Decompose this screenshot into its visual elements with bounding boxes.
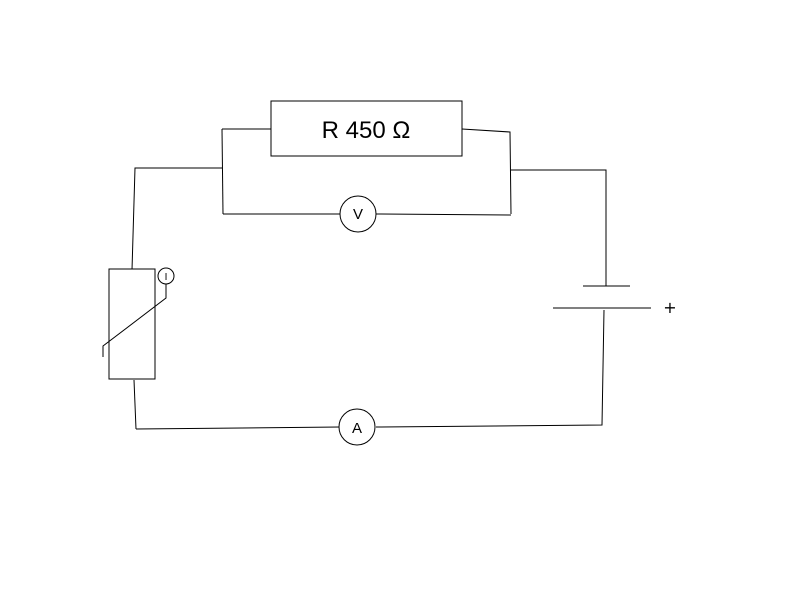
voltmeter: V bbox=[339, 195, 377, 233]
resistor-body bbox=[270, 100, 463, 157]
wire-left-bottom bbox=[133, 379, 137, 430]
battery: + bbox=[553, 285, 677, 317]
wires bbox=[131, 128, 607, 430]
ammeter-symbol: A bbox=[352, 420, 362, 437]
thermistor-current-label: I bbox=[165, 272, 168, 283]
wire-branch-left-rail bbox=[221, 128, 224, 215]
ammeter: A bbox=[338, 408, 376, 446]
wire-right-bottom bbox=[375, 309, 605, 428]
voltmeter-symbol: V bbox=[353, 206, 363, 223]
voltmeter-circle bbox=[339, 195, 377, 233]
thermistor-diagonal bbox=[102, 284, 167, 357]
ammeter-circle bbox=[338, 408, 376, 446]
wire-right-top bbox=[511, 169, 607, 286]
wire-from-voltmeter bbox=[375, 213, 512, 216]
wire-left-top bbox=[131, 167, 222, 271]
wire-to-ammeter bbox=[135, 426, 341, 430]
resistor-label: R 450 Ω bbox=[322, 117, 411, 144]
wire-from-resistor-right bbox=[461, 128, 512, 215]
thermistor-current-indicator bbox=[157, 267, 175, 285]
battery-positive-label: + bbox=[663, 298, 676, 317]
resistor: R 450 Ω bbox=[270, 100, 463, 157]
thermistor: I bbox=[102, 267, 175, 380]
